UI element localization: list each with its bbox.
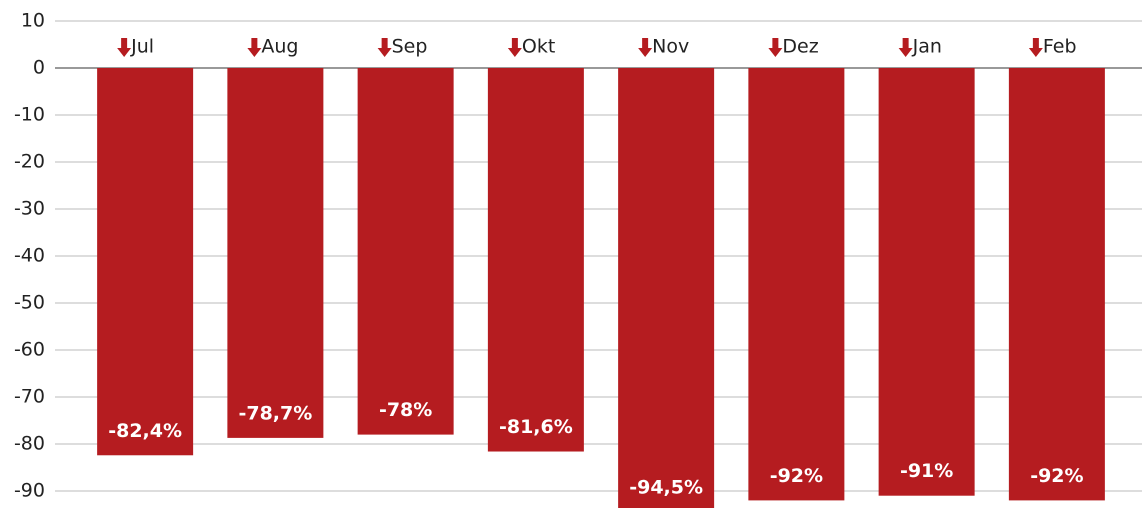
- value-label: -78,7%: [238, 402, 312, 424]
- down-arrow-icon: [377, 38, 392, 57]
- y-tick-label: -70: [14, 386, 45, 408]
- y-tick-label: -60: [14, 339, 45, 361]
- bar: [1008, 68, 1105, 501]
- y-tick-label: -90: [14, 480, 45, 502]
- y-tick-label: -30: [14, 198, 45, 220]
- x-tick-label: Feb: [1043, 36, 1077, 58]
- y-tick-label: -40: [14, 245, 45, 267]
- down-arrow-icon: [247, 38, 262, 57]
- y-tick-label: 10: [21, 10, 45, 32]
- bar: [748, 68, 845, 501]
- value-label: -91%: [900, 460, 953, 482]
- bar: [487, 68, 584, 452]
- down-arrow-icon: [898, 38, 913, 57]
- value-label: -94,5%: [629, 477, 703, 499]
- bar: [878, 68, 975, 496]
- y-tick-label: 0: [33, 57, 45, 79]
- x-tick-label: Sep: [392, 36, 428, 58]
- bar: [227, 68, 324, 438]
- down-arrow-icon: [507, 38, 522, 57]
- x-tick-label: Jan: [912, 36, 942, 58]
- x-tick-label: Dez: [782, 36, 818, 58]
- y-tick-label: -50: [14, 292, 45, 314]
- down-arrow-icon: [117, 38, 132, 57]
- bar: [357, 68, 454, 435]
- value-label: -92%: [1030, 465, 1083, 487]
- x-tick-label: Aug: [261, 36, 298, 58]
- down-arrow-icon: [768, 38, 783, 57]
- x-tick-label: Jul: [130, 36, 154, 58]
- value-label: -78%: [379, 399, 432, 421]
- bar: [618, 68, 715, 508]
- x-tick-label: Okt: [522, 36, 555, 58]
- down-arrow-icon: [1028, 38, 1043, 57]
- bar: [97, 68, 194, 456]
- value-label: -81,6%: [499, 416, 573, 438]
- x-tick-label: Nov: [652, 36, 689, 58]
- value-label: -82,4%: [108, 420, 182, 442]
- down-arrow-icon: [638, 38, 653, 57]
- y-tick-label: -20: [14, 151, 45, 173]
- y-tick-label: -80: [14, 433, 45, 455]
- y-tick-label: -10: [14, 104, 45, 126]
- value-label: -92%: [770, 465, 823, 487]
